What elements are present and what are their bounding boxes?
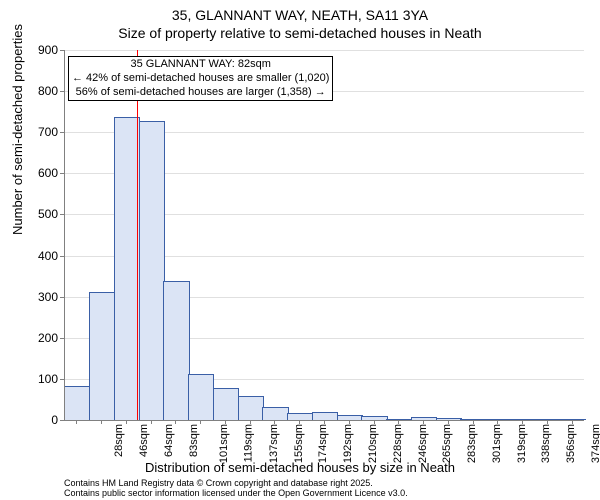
- annotation-line1: 35 GLANNANT WAY: 82sqm: [72, 58, 329, 72]
- xtick-label: 119sqm: [243, 424, 255, 462]
- footer-line2: Contains public sector information licen…: [64, 488, 408, 498]
- ytick-label: 500: [18, 207, 58, 221]
- chart-title: 35, GLANNANT WAY, NEATH, SA11 3YA Size o…: [0, 0, 600, 42]
- y-axis-line: [64, 50, 65, 420]
- xtick-label: 338sqm: [540, 424, 552, 463]
- ytick-label: 100: [18, 372, 58, 386]
- ytick-label: 700: [18, 125, 58, 139]
- xtick-label: 246sqm: [417, 424, 429, 463]
- xtick-label: 374sqm: [590, 424, 600, 463]
- chart-plot-area: 010020030040050060070080090028sqm46sqm64…: [64, 50, 584, 420]
- annotation-box: 35 GLANNANT WAY: 82sqm← 42% of semi-deta…: [68, 56, 333, 101]
- histogram-bar: [262, 407, 288, 420]
- xtick-label: 28sqm: [113, 424, 125, 457]
- histogram-bar: [238, 396, 264, 420]
- xtick-label: 210sqm: [367, 424, 379, 463]
- ytick-label: 400: [18, 249, 58, 263]
- xtick-label: 356sqm: [565, 424, 577, 463]
- ytick-label: 800: [18, 84, 58, 98]
- ytick-label: 0: [18, 413, 58, 427]
- xtick-label: 265sqm: [441, 424, 453, 463]
- title-line1: 35, GLANNANT WAY, NEATH, SA11 3YA: [0, 6, 600, 24]
- title-line2: Size of property relative to semi-detach…: [0, 24, 600, 42]
- xtick-label: 155sqm: [293, 424, 305, 463]
- histogram-bar: [188, 374, 214, 420]
- xtick-label: 64sqm: [163, 424, 175, 457]
- xtick-label: 137sqm: [268, 424, 280, 463]
- property-marker-line: [137, 50, 138, 420]
- xtick-label: 283sqm: [466, 424, 478, 463]
- xtick-label: 192sqm: [342, 424, 354, 463]
- annotation-line2: ← 42% of semi-detached houses are smalle…: [72, 72, 329, 86]
- ytick-label: 200: [18, 331, 58, 345]
- xtick-label: 101sqm: [219, 424, 231, 463]
- xtick-label: 83sqm: [188, 424, 200, 457]
- ytick-label: 600: [18, 166, 58, 180]
- histogram-bar: [312, 412, 338, 420]
- ytick-label: 300: [18, 290, 58, 304]
- annotation-line3: 56% of semi-detached houses are larger (…: [72, 86, 329, 100]
- histogram-bar: [287, 413, 313, 420]
- grid-line: [64, 50, 584, 51]
- ytick-label: 900: [18, 43, 58, 57]
- footer-attribution: Contains HM Land Registry data © Crown c…: [64, 478, 408, 499]
- histogram-bar: [64, 386, 90, 420]
- xtick-label: 174sqm: [318, 424, 330, 463]
- histogram-bar: [89, 292, 115, 420]
- histogram-bar: [139, 121, 165, 420]
- xtick-label: 228sqm: [392, 424, 404, 463]
- x-axis-line: [64, 420, 584, 421]
- xtick-label: 301sqm: [491, 424, 503, 463]
- xtick-label: 319sqm: [516, 424, 528, 463]
- histogram-bar: [213, 388, 239, 420]
- x-axis-label: Distribution of semi-detached houses by …: [0, 460, 600, 475]
- footer-line1: Contains HM Land Registry data © Crown c…: [64, 478, 408, 488]
- xtick-label: 46sqm: [138, 424, 150, 457]
- histogram-bar: [163, 281, 189, 420]
